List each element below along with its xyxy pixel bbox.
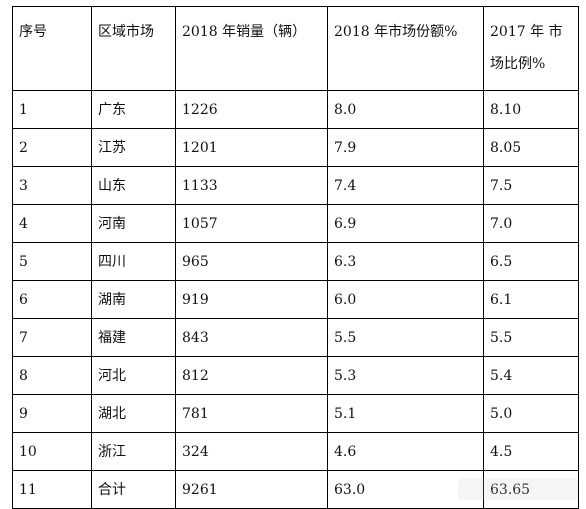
table-row: 9 湖北 781 5.1 5.0	[12, 394, 579, 433]
sales-table-container: 序号 区域市场 2018 年销量（辆） 2018 年市场份额% 2017 年 市…	[12, 6, 579, 509]
cell-share-2018: 7.9	[327, 128, 484, 167]
table-row: 2 江苏 1201 7.9 8.05	[12, 128, 579, 167]
cell-share-2017: 5.0	[483, 394, 579, 433]
cell-index: 8	[12, 356, 92, 395]
header-share-2017: 2017 年 市场比例%	[483, 6, 579, 91]
cell-index: 10	[12, 432, 92, 471]
table-row: 10 浙江 324 4.6 4.5	[12, 432, 579, 471]
cell-index: 11	[12, 470, 92, 509]
cell-share-2017: 63.65	[483, 470, 579, 509]
cell-region: 合计	[91, 470, 176, 509]
header-share-2018: 2018 年市场份额%	[327, 6, 484, 91]
header-index: 序号	[12, 6, 92, 91]
table-row: 5 四川 965 6.3 6.5	[12, 242, 579, 281]
cell-index: 7	[12, 318, 92, 357]
faint-watermark	[458, 478, 578, 500]
cell-share-2017: 5.4	[483, 356, 579, 395]
cell-share-2018: 4.6	[327, 432, 484, 471]
cell-region: 四川	[91, 242, 176, 281]
cell-index: 4	[12, 204, 92, 243]
cell-share-2018: 5.5	[327, 318, 484, 357]
cell-share-2018: 7.4	[327, 166, 484, 205]
cell-index: 1	[12, 90, 92, 129]
cell-sales-2018: 843	[175, 318, 328, 357]
cell-share-2017: 6.1	[483, 280, 579, 319]
cell-share-2018: 6.3	[327, 242, 484, 281]
cell-share-2018: 63.0	[327, 470, 484, 509]
table-row: 3 山东 1133 7.4 7.5	[12, 166, 579, 205]
table-row: 6 湖南 919 6.0 6.1	[12, 280, 579, 319]
cell-region: 河南	[91, 204, 176, 243]
table-row: 8 河北 812 5.3 5.4	[12, 356, 579, 395]
cell-sales-2018: 781	[175, 394, 328, 433]
cell-sales-2018: 324	[175, 432, 328, 471]
cell-region: 湖北	[91, 394, 176, 433]
cell-region: 湖南	[91, 280, 176, 319]
cell-share-2018: 5.1	[327, 394, 484, 433]
cell-region: 江苏	[91, 128, 176, 167]
cell-index: 5	[12, 242, 92, 281]
cell-index: 3	[12, 166, 92, 205]
cell-sales-2018: 1226	[175, 90, 328, 129]
cell-share-2018: 8.0	[327, 90, 484, 129]
table-row: 1 广东 1226 8.0 8.10	[12, 90, 579, 129]
cell-region: 广东	[91, 90, 176, 129]
cell-sales-2018: 9261	[175, 470, 328, 509]
cell-sales-2018: 1133	[175, 166, 328, 205]
cell-share-2017: 8.05	[483, 128, 579, 167]
header-sales-2018: 2018 年销量（辆）	[175, 6, 328, 91]
cell-index: 9	[12, 394, 92, 433]
cell-index: 2	[12, 128, 92, 167]
table-row: 7 福建 843 5.5 5.5	[12, 318, 579, 357]
cell-region: 山东	[91, 166, 176, 205]
cell-region: 福建	[91, 318, 176, 357]
cell-share-2017: 8.10	[483, 90, 579, 129]
cell-sales-2018: 1057	[175, 204, 328, 243]
cell-share-2017: 5.5	[483, 318, 579, 357]
regional-sales-table: 序号 区域市场 2018 年销量（辆） 2018 年市场份额% 2017 年 市…	[12, 6, 579, 509]
table-row: 4 河南 1057 6.9 7.0	[12, 204, 579, 243]
cell-sales-2018: 919	[175, 280, 328, 319]
cell-share-2017: 7.0	[483, 204, 579, 243]
cell-index: 6	[12, 280, 92, 319]
cell-share-2018: 6.9	[327, 204, 484, 243]
cell-region: 浙江	[91, 432, 176, 471]
cell-sales-2018: 1201	[175, 128, 328, 167]
cell-sales-2018: 812	[175, 356, 328, 395]
cell-share-2017: 4.5	[483, 432, 579, 471]
cell-share-2018: 6.0	[327, 280, 484, 319]
table-row-total: 11 合计 9261 63.0 63.65	[12, 470, 579, 509]
cell-region: 河北	[91, 356, 176, 395]
table-header-row: 序号 区域市场 2018 年销量（辆） 2018 年市场份额% 2017 年 市…	[12, 6, 579, 91]
header-region: 区域市场	[91, 6, 176, 91]
cell-share-2017: 7.5	[483, 166, 579, 205]
table-body: 1 广东 1226 8.0 8.10 2 江苏 1201 7.9 8.05 3 …	[12, 90, 579, 509]
cell-sales-2018: 965	[175, 242, 328, 281]
cell-share-2018: 5.3	[327, 356, 484, 395]
cell-share-2017: 6.5	[483, 242, 579, 281]
